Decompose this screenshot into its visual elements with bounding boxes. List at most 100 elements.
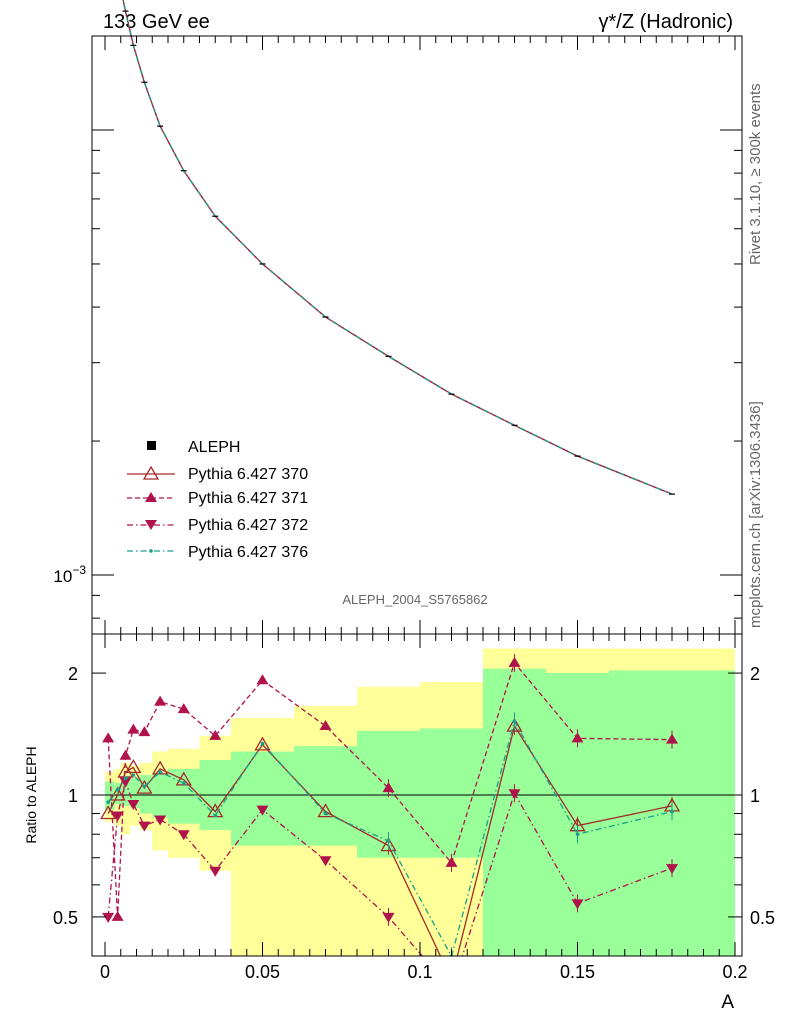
- ratio-marker-p372: [177, 830, 190, 841]
- ratio-marker-p371: [177, 703, 190, 714]
- ratio-marker-p376: [106, 800, 110, 804]
- ratio-marker-p372: [127, 800, 140, 811]
- ratio-marker-p371: [256, 674, 269, 685]
- ratio-marker-p372: [154, 815, 167, 826]
- ratio-marker-p376: [512, 719, 517, 724]
- ratio-marker-p372: [508, 789, 521, 800]
- uncertainty-band-inner: [105, 781, 115, 810]
- ratio-marker-p376: [670, 809, 674, 814]
- legend-marker-370: [142, 465, 160, 480]
- main-panel: 10−3 ALEPH_2004_S5765862 ALEPH Pythia 6.…: [53, 0, 743, 635]
- x-tick-label: 0.1: [407, 962, 432, 982]
- legend-marker-376: [149, 549, 153, 553]
- ratio-marker-p376: [213, 813, 218, 818]
- ratio-marker-p372: [119, 777, 132, 788]
- x-ticks: 0 0.05 0.1 0.15 0.2: [100, 36, 748, 982]
- uncertainty-band-inner: [294, 746, 357, 846]
- ratio-y-tick-label: 0.5: [53, 908, 78, 928]
- main-y-tick-label: 10−3: [53, 563, 86, 586]
- ratio-marker-p376: [142, 784, 147, 789]
- ratio-marker-p376: [260, 741, 265, 746]
- x-tick-label: 0.05: [245, 962, 280, 982]
- ratio-marker-p376: [181, 781, 186, 785]
- ratio-marker-p371: [127, 723, 140, 734]
- ratio-marker-p372: [256, 805, 269, 816]
- ratio-marker-p372: [111, 811, 124, 822]
- ratio-marker-p376: [386, 839, 391, 843]
- ratio-marker-p371: [119, 749, 132, 760]
- ratio-marker-p371: [666, 733, 678, 744]
- legend-marker-372: [145, 520, 157, 530]
- main-series-line-p371: [122, 0, 673, 495]
- ratio-marker-p371: [319, 720, 332, 731]
- uncertainty-band-inner: [120, 781, 131, 806]
- main-series-line-p372: [122, 0, 673, 495]
- ratio-line-p372: [107, 779, 673, 956]
- ratio-marker-p370: [254, 736, 271, 751]
- legend-label-370: Pythia 6.427 370: [188, 466, 308, 483]
- ratio-marker-p371: [138, 726, 151, 737]
- uncertainty-band-inner: [231, 751, 294, 846]
- ratio-y-tick-label: 1: [68, 786, 78, 806]
- ratio-marker-p372: [102, 912, 115, 923]
- main-series-line-p376: [122, 0, 673, 495]
- left-title: 133 GeV ee: [103, 11, 210, 33]
- ratio-marker-p370: [506, 717, 523, 732]
- ratio-marker-p372: [666, 864, 678, 875]
- ratio-marker-p370: [151, 760, 169, 775]
- right-title: γ*/Z (Hadronic): [599, 11, 733, 33]
- legend-label-372: Pythia 6.427 372: [188, 517, 308, 534]
- ratio-marker-p370: [445, 973, 459, 985]
- uncertainty-bands: [105, 648, 735, 956]
- legend-label-376: Pythia 6.427 376: [188, 544, 308, 561]
- ratio-marker-p371: [209, 729, 222, 740]
- ratio-marker-p371: [102, 732, 115, 743]
- ratio-y-tick-label: 2: [68, 664, 78, 684]
- x-tick-label: 0.15: [560, 962, 595, 982]
- ratio-marker-p376: [323, 811, 328, 816]
- ratio-panel: 0.5 0.5 1 1 2 2 0 0.05 0.1 0.15 0.2 Ratio to ALEP…: [23, 36, 775, 1013]
- ratio-marker-p372: [571, 899, 584, 910]
- ratio-marker-p376: [158, 770, 162, 774]
- ratio-marker-p370: [380, 837, 397, 852]
- analysis-id-label: ALEPH_2004_S5765862: [342, 592, 487, 607]
- ratio-marker-p372: [382, 912, 395, 923]
- ratio-marker-p376: [115, 788, 120, 792]
- main-series-line-p370: [122, 0, 673, 495]
- x-tick-label: 0.2: [722, 962, 747, 982]
- uncertainty-band-inner: [168, 768, 200, 824]
- uncertainty-band-inner: [546, 673, 609, 956]
- ratio-marker-p376: [123, 776, 128, 781]
- ratio-marker-p372: [319, 856, 332, 867]
- ratio-marker-p371: [571, 732, 584, 743]
- ratio-marker-p370: [317, 803, 334, 818]
- legend-label-371: Pythia 6.427 371: [188, 490, 308, 507]
- main-y-ticks: [92, 129, 742, 619]
- ratio-y-tick-label: 0.5: [750, 908, 775, 928]
- ratio-marker-p372: [209, 866, 222, 877]
- ratio-marker-p371: [445, 856, 458, 867]
- legend-marker-aleph: [147, 441, 156, 450]
- ratio-line-p371: [107, 661, 673, 917]
- ratio-marker-p372: [446, 986, 458, 996]
- ratio-series: [100, 653, 681, 996]
- ratio-marker-p370: [136, 779, 153, 794]
- ratio-y-ticks: 0.5 0.5 1 1 2 2: [53, 664, 775, 928]
- ratio-line-p376: [107, 719, 673, 956]
- mcplots-credit-label: mcplots.cern.ch [arXiv:1306.3436]: [747, 401, 764, 628]
- ratio-y-tick-label: 2: [750, 664, 760, 684]
- ratio-marker-p371: [154, 695, 167, 706]
- rivet-version-label: Rivet 3.1.10, ≥ 300k events: [747, 83, 764, 265]
- ratio-marker-p371: [382, 782, 395, 793]
- legend-marker-371: [145, 492, 157, 502]
- uncertainty-band-inner: [420, 728, 483, 858]
- legend-label-aleph: ALEPH: [188, 439, 240, 456]
- main-series-lines: [122, 0, 675, 495]
- legend: ALEPH Pythia 6.427 370 Pythia 6.427 371 …: [127, 439, 308, 561]
- ratio-marker-p370: [125, 759, 142, 774]
- ratio-marker-p372: [138, 821, 151, 832]
- ratio-marker-p376: [575, 832, 580, 837]
- ratio-marker-p371: [508, 656, 521, 667]
- ratio-y-axis-label: Ratio to ALEPH: [23, 746, 39, 843]
